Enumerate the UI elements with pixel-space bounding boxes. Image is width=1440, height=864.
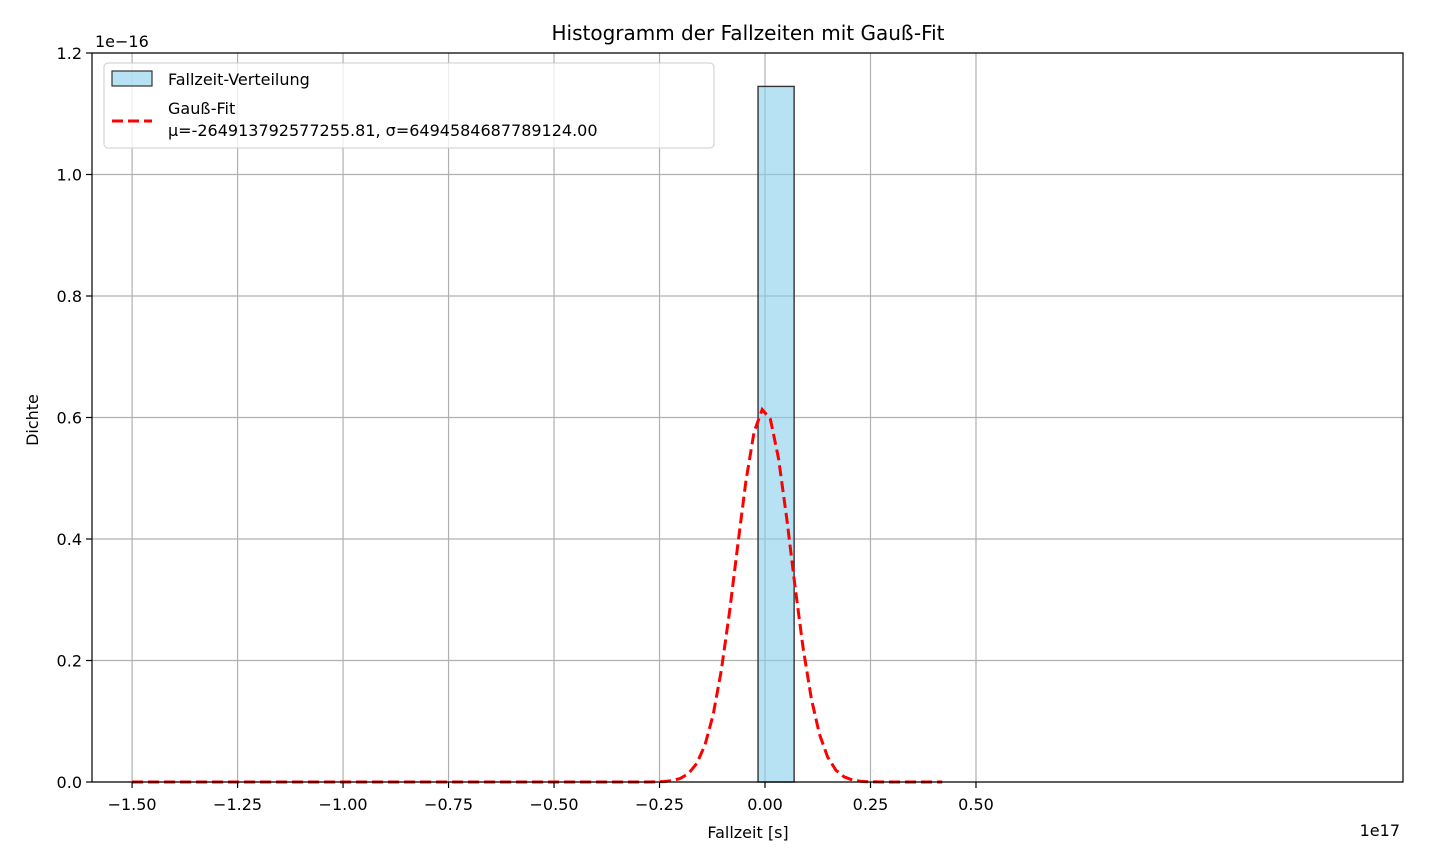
y-tick-label: 0.2 xyxy=(57,652,82,671)
x-axis-label: Fallzeit [s] xyxy=(707,823,788,842)
x-tick-label: −0.25 xyxy=(635,795,684,814)
y-axis-ticks: 0.0 0.2 0.4 0.6 0.8 1.0 1.2 xyxy=(57,44,92,792)
legend-swatch-histogram xyxy=(111,70,153,87)
legend-label-gauss: Gauß-Fit xyxy=(168,99,235,118)
x-tick-label: 0.00 xyxy=(747,795,783,814)
y-tick-label: 0.0 xyxy=(57,773,82,792)
x-tick-label: −0.50 xyxy=(530,795,579,814)
y-tick-label: 1.2 xyxy=(57,44,82,63)
x-tick-label: −1.50 xyxy=(108,795,157,814)
y-tick-label: 0.8 xyxy=(57,287,82,306)
x-offset-label: 1e17 xyxy=(1360,821,1400,840)
legend-label-histogram: Fallzeit-Verteilung xyxy=(168,70,310,89)
x-tick-label: 0.25 xyxy=(853,795,889,814)
histogram-bars xyxy=(757,85,795,783)
legend: Fallzeit-Verteilung Gauß-Fit μ=-26491379… xyxy=(103,62,715,149)
x-tick-label: −1.25 xyxy=(213,795,262,814)
x-axis-ticks: −1.50 −1.25 −1.00 −0.75 −0.50 −0.25 0.00 0.25 0.… xyxy=(108,782,994,814)
y-tick-label: 1.0 xyxy=(57,166,82,185)
histogram-bar xyxy=(757,85,795,783)
x-tick-label: −1.00 xyxy=(319,795,368,814)
y-tick-label: 0.4 xyxy=(57,530,82,549)
y-tick-label: 0.6 xyxy=(57,409,82,428)
legend-label-gauss-params: μ=-264913792577255.81, σ=649458468778912… xyxy=(168,121,598,140)
y-offset-label: 1e−16 xyxy=(95,32,149,51)
x-tick-label: −0.75 xyxy=(424,795,473,814)
y-axis-label: Dichte xyxy=(23,394,42,446)
legend-box xyxy=(103,62,715,149)
chart-title: Histogramm der Fallzeiten mit Gauß-Fit xyxy=(551,21,944,45)
x-tick-label: 0.50 xyxy=(958,795,994,814)
